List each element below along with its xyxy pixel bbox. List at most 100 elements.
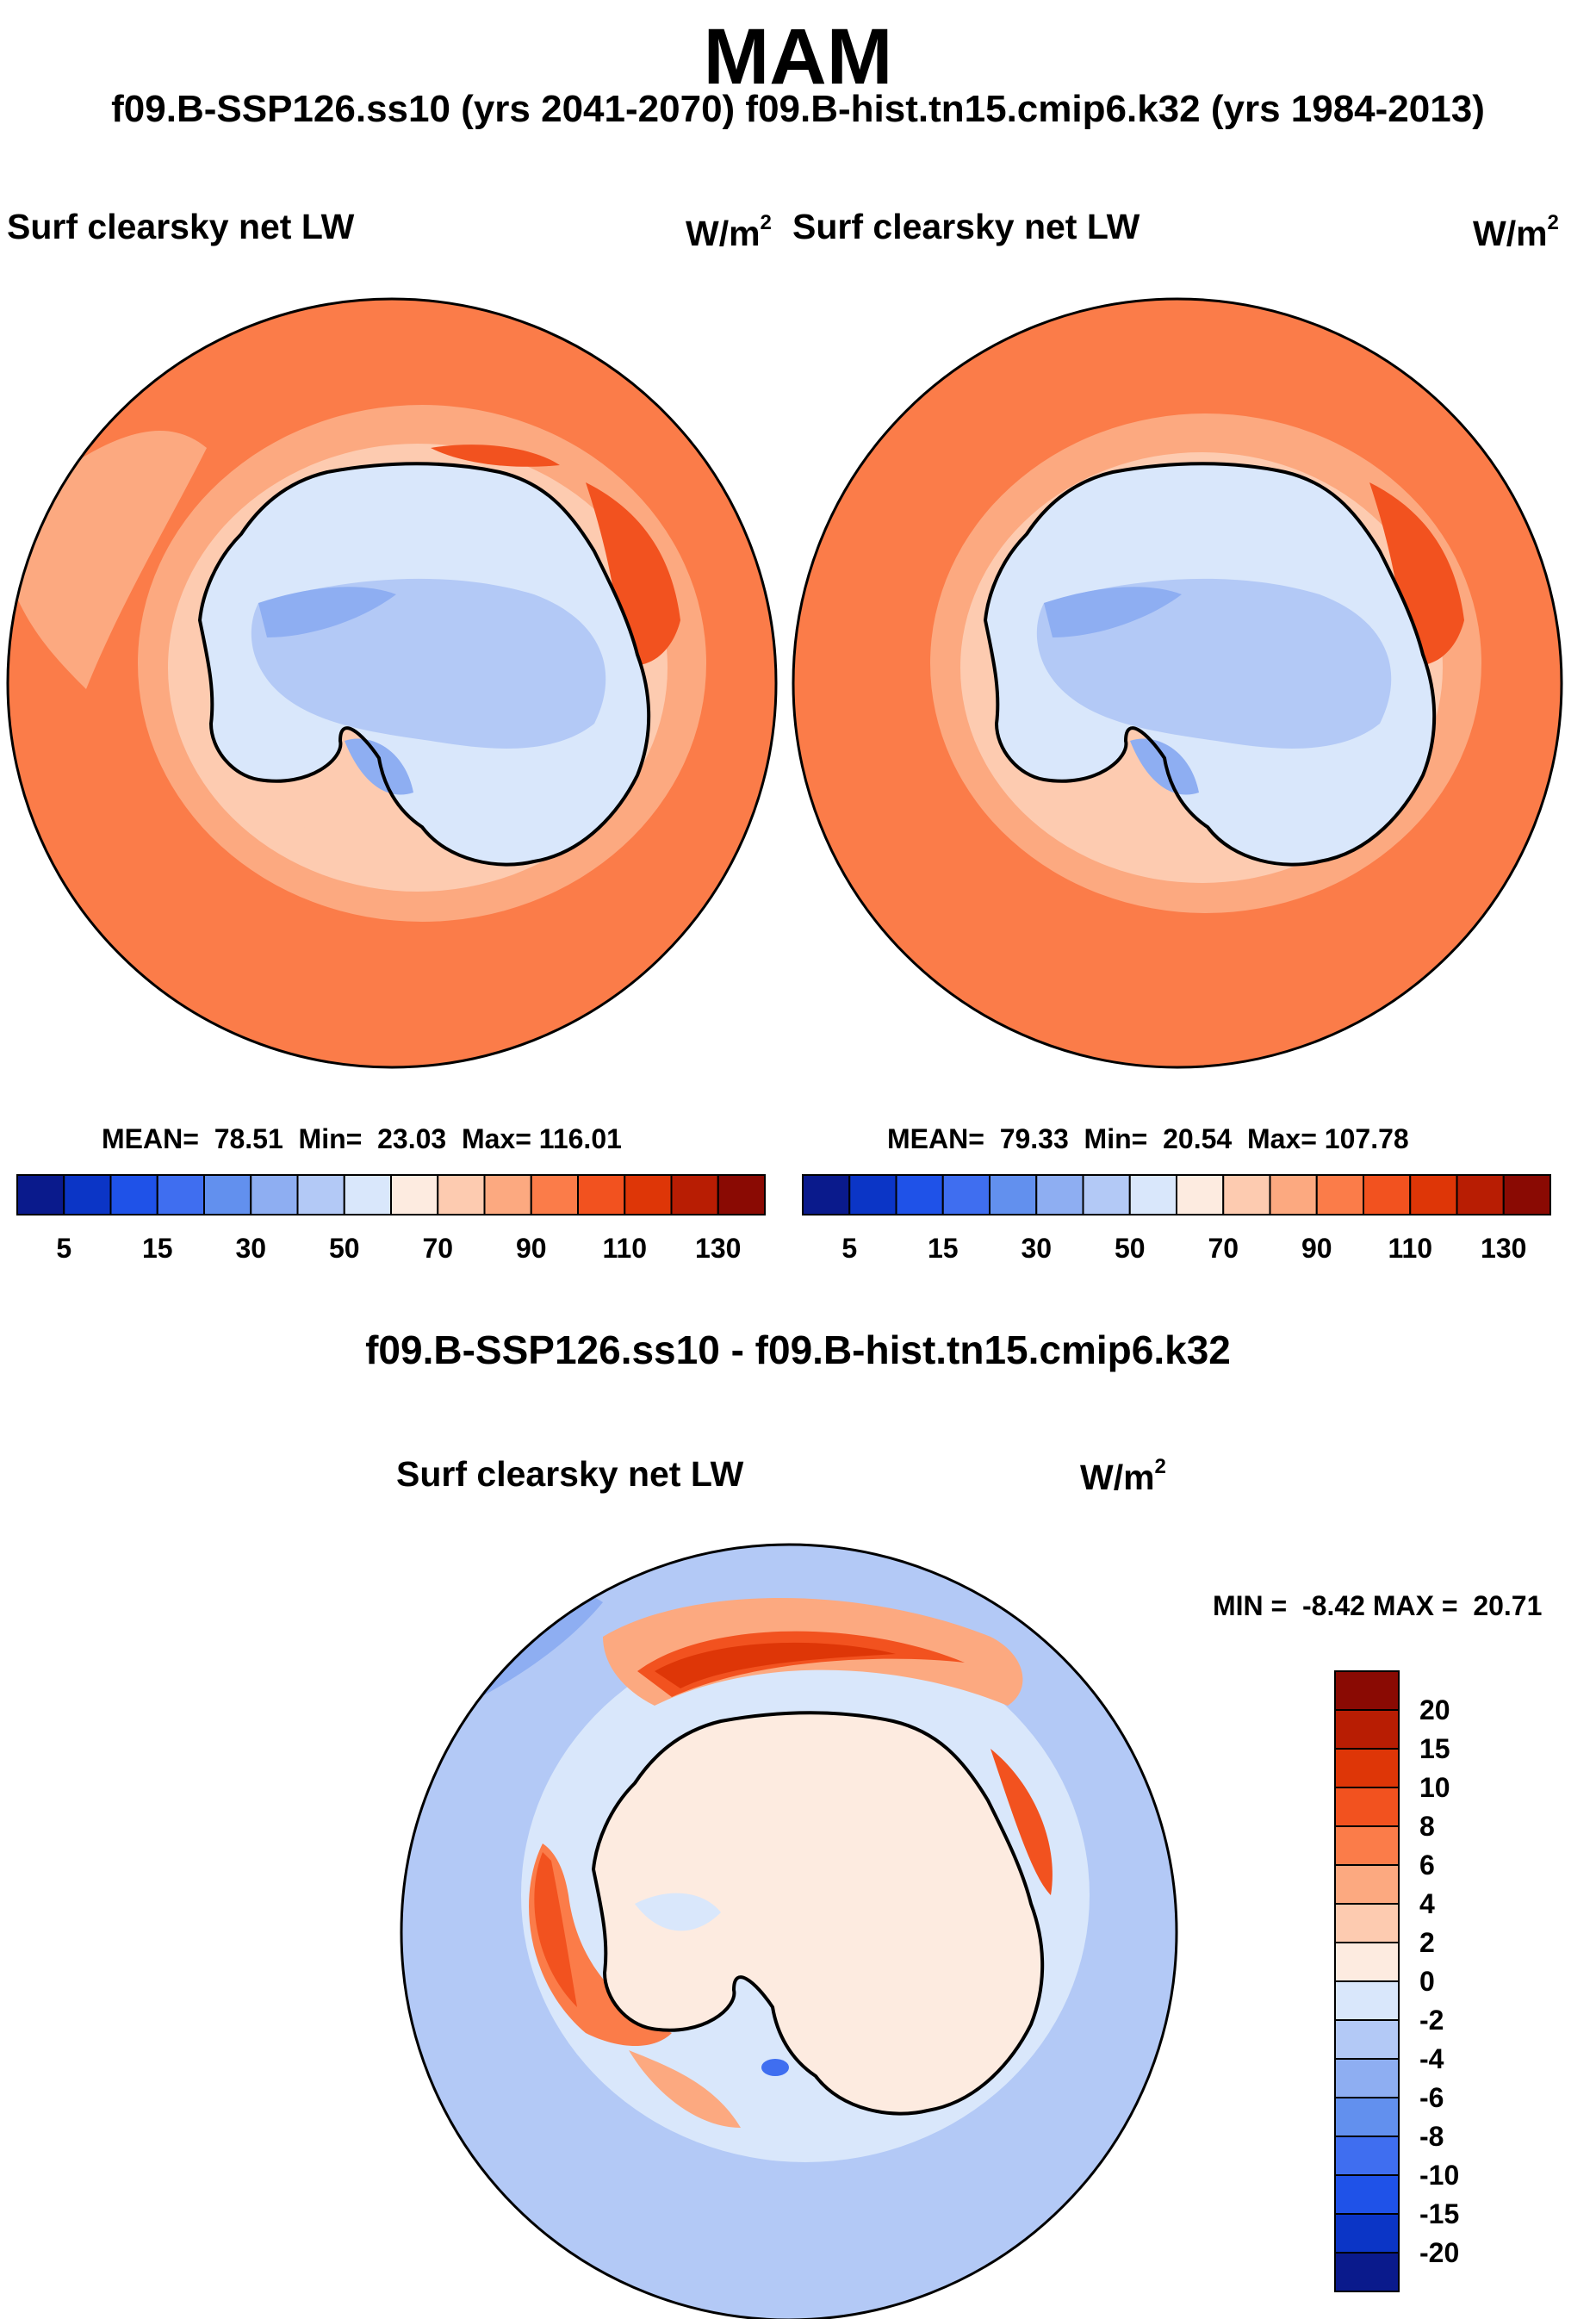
panel2-colorbar-box	[1222, 1174, 1271, 1215]
panel3-colorbar-tick: 6	[1419, 1850, 1435, 1881]
panel1-colorbar-tick: 110	[602, 1233, 647, 1264]
panel2-colorbar-box	[1409, 1174, 1458, 1215]
panel1-colorbar-box	[16, 1174, 65, 1215]
panel2-colorbar-box	[1128, 1174, 1177, 1215]
panel3-stats: MIN = -8.42 MAX = 20.71	[1213, 1590, 1543, 1621]
panel2-colorbar-tick: 110	[1388, 1233, 1432, 1264]
panel1-colorbar-box	[530, 1174, 579, 1215]
panel2-colorbar-box	[1315, 1174, 1364, 1215]
panel2-colorbar-box	[941, 1174, 991, 1215]
panel1-colorbar-box	[109, 1174, 158, 1215]
panel2-colorbar-tick: 5	[841, 1233, 857, 1264]
panel3-map	[401, 1545, 1177, 2319]
panel1-colorbar-box	[437, 1174, 486, 1215]
panel3-colorbar-tick: -8	[1419, 2121, 1444, 2152]
panel3-colorbar-tick: -2	[1419, 2005, 1444, 2036]
panel2-colorbar-tick: 70	[1208, 1233, 1239, 1264]
panel3-map-border	[400, 1543, 1178, 2319]
panel3-colorbar-box	[1334, 2174, 1400, 2215]
panel1-colorbar-tick: 15	[142, 1233, 173, 1264]
panel1-colorbar-tick: 30	[235, 1233, 266, 1264]
panel1-colorbar-box	[156, 1174, 205, 1215]
panel2-colorbar-box	[989, 1174, 1038, 1215]
panel3-colorbar-box	[1334, 1942, 1400, 1982]
panel2-colorbar-tick: 15	[928, 1233, 959, 1264]
panel1-colorbar-tick: 50	[329, 1233, 360, 1264]
panel2-colorbar-tick: 50	[1115, 1233, 1146, 1264]
cases-header: f09.B-SSP126.ss10 (yrs 2041-2070) f09.B-…	[111, 88, 1485, 130]
panel1-colorbar-box	[717, 1174, 766, 1215]
panel3-colorbar-tick: 8	[1419, 1811, 1435, 1842]
panel2-stats: MEAN= 79.33 Min= 20.54 Max= 107.78	[887, 1123, 1409, 1154]
panel3-colorbar-box	[1334, 2213, 1400, 2254]
panel2-colorbar-box	[802, 1174, 851, 1215]
panel1-map-border	[6, 297, 778, 1069]
panel3-colorbar-box	[1334, 1670, 1400, 1711]
panel3-colorbar-tick: 0	[1419, 1966, 1435, 1997]
panel3-colorbar-tick: -6	[1419, 2082, 1444, 2113]
panel3-colorbar-box	[1334, 1787, 1400, 1827]
panel2-colorbar-box	[848, 1174, 897, 1215]
panel1-units: W/m2	[686, 211, 772, 253]
panel3-colorbar-box	[1334, 1903, 1400, 1943]
panel1-colorbar-box	[624, 1174, 673, 1215]
panel3-colorbar-box	[1334, 1980, 1400, 2021]
panel2-colorbar: 5 15 30 50 70 90 110 130	[802, 1174, 1551, 1264]
panel3-colorbar-tick: 4	[1419, 1888, 1435, 1919]
panel3-colorbar-tick: 2	[1419, 1927, 1435, 1958]
panel3-colorbar-tick: -20	[1419, 2237, 1459, 2268]
panel2-colorbar-box	[1363, 1174, 1412, 1215]
panel2-map-border	[792, 297, 1563, 1069]
panel1-colorbar-box	[670, 1174, 719, 1215]
panel1-colorbar-tick: 90	[516, 1233, 547, 1264]
panel3-colorbar-box	[1334, 2097, 1400, 2137]
panel1-colorbar-box	[343, 1174, 392, 1215]
panel2-colorbar-box	[895, 1174, 944, 1215]
panel3-colorbar-tick: -4	[1419, 2043, 1444, 2074]
panel2-colorbar-tick: 30	[1021, 1233, 1052, 1264]
panel2-map	[793, 299, 1562, 1067]
panel1-colorbar-box	[250, 1174, 299, 1215]
panel2-colorbar-box	[1082, 1174, 1131, 1215]
panel1-title: Surf clearsky net LW	[7, 207, 355, 246]
panel1-colorbar-box	[390, 1174, 439, 1215]
panel3-colorbar-box	[1334, 2252, 1400, 2292]
panel3-colorbar-box	[1334, 2136, 1400, 2176]
panel3-colorbar-box	[1334, 1709, 1400, 1750]
panel1-colorbar: 5 15 30 50 70 90 110 130	[16, 1174, 766, 1264]
panel3-colorbar-tick: 15	[1419, 1733, 1450, 1764]
panel3-colorbar-box	[1334, 2058, 1400, 2098]
panel1-map	[8, 299, 776, 1067]
panel2-colorbar-tick: 90	[1301, 1233, 1332, 1264]
panel2-colorbar-box	[1269, 1174, 1318, 1215]
panel1-colorbar-box	[296, 1174, 345, 1215]
panel2-units: W/m2	[1473, 211, 1559, 253]
panel2-colorbar-box	[1035, 1174, 1084, 1215]
panel3-colorbar-tick: 20	[1419, 1694, 1450, 1725]
panel3-title: Surf clearsky net LW	[396, 1454, 744, 1494]
panel1-colorbar-box	[203, 1174, 252, 1215]
panel1-colorbar-box	[483, 1174, 532, 1215]
panel3-colorbar-tick: -15	[1419, 2198, 1459, 2229]
panel1-colorbar-tick: 130	[695, 1233, 741, 1264]
panel1-colorbar-box	[63, 1174, 112, 1215]
panel1-colorbar-tick: 5	[56, 1233, 71, 1264]
panel3-colorbar-box	[1334, 2019, 1400, 2060]
panel3-colorbar-box	[1334, 1864, 1400, 1905]
difference-title: f09.B-SSP126.ss10 - f09.B-hist.tn15.cmip…	[365, 1327, 1231, 1372]
panel1-stats: MEAN= 78.51 Min= 23.03 Max= 116.01	[102, 1123, 622, 1154]
panel3-units: W/m2	[1080, 1455, 1166, 1497]
panel3-colorbar-box	[1334, 1825, 1400, 1866]
panel2-colorbar-box	[1456, 1174, 1505, 1215]
panel2-colorbar-box	[1176, 1174, 1225, 1215]
panel3-colorbar-tick: 10	[1419, 1772, 1450, 1803]
panel2-colorbar-tick: 130	[1481, 1233, 1526, 1264]
panel2-title: Surf clearsky net LW	[792, 207, 1140, 246]
panel3-colorbar-box	[1334, 1748, 1400, 1788]
panel1-colorbar-box	[577, 1174, 626, 1215]
season-title: MAM	[703, 13, 893, 101]
panel1-colorbar-tick: 70	[422, 1233, 453, 1264]
panel3-colorbar-tick: -10	[1419, 2160, 1459, 2191]
